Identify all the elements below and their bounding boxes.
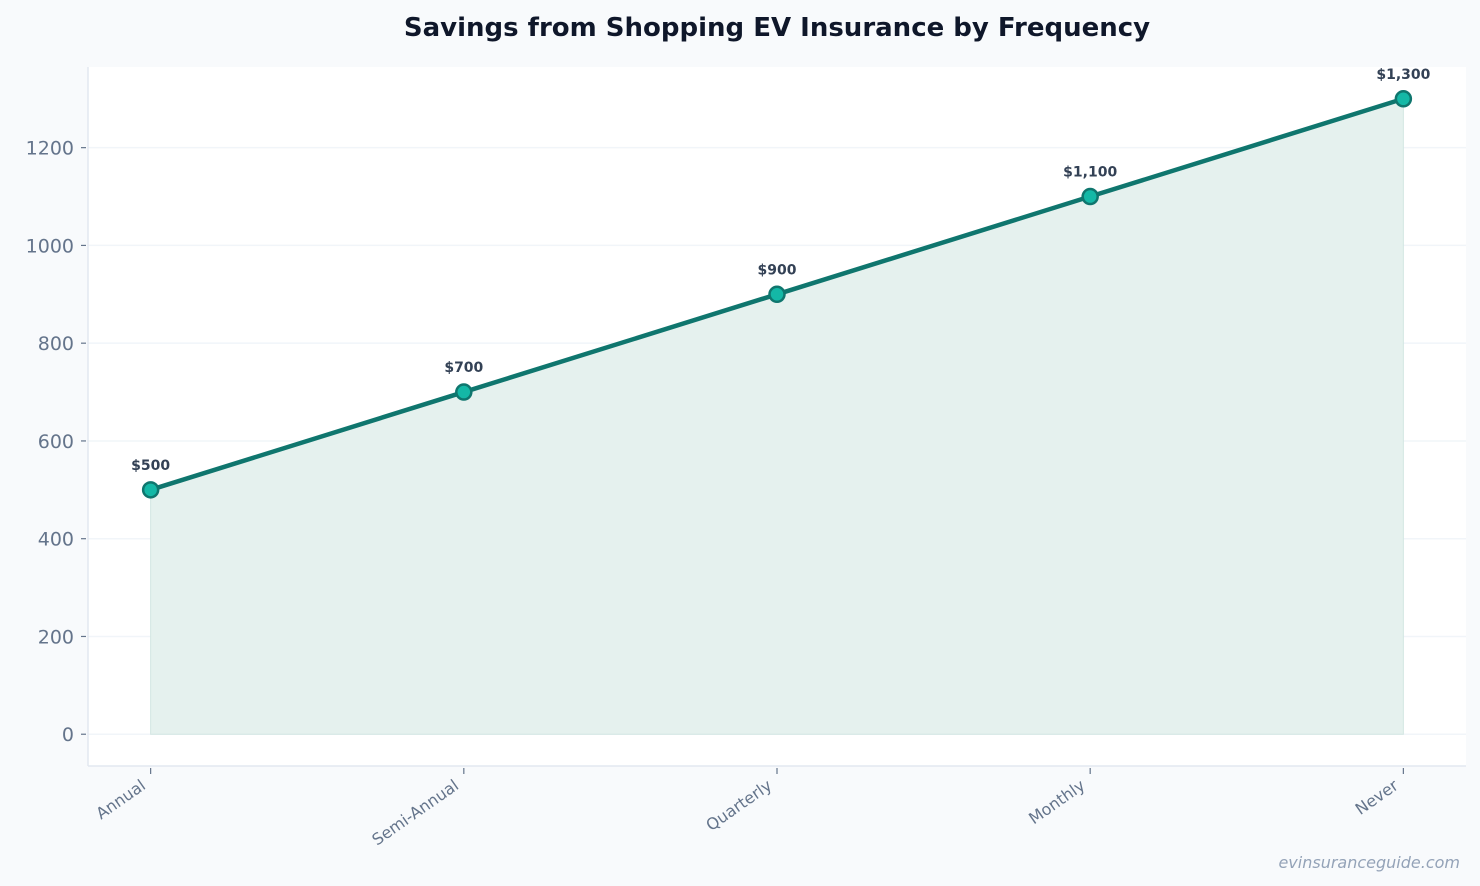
y-tick-label: 1200 [26,138,74,160]
data-point [455,383,473,401]
x-tick-label: Quarterly [702,776,775,835]
x-tick-label: Monthly [1025,776,1088,828]
data-label: $700 [444,360,483,376]
y-tick-label: 800 [38,333,74,355]
data-label: $1,100 [1063,165,1117,181]
data-label: $1,300 [1376,67,1430,83]
data-point [1394,90,1413,108]
chart-title: Savings from Shopping EV Insurance by Fr… [404,13,1150,43]
y-tick-label: 400 [38,529,74,551]
y-tick-label: 200 [38,626,74,648]
data-point [1081,187,1099,206]
x-tick-label: Annual [92,776,148,823]
data-label: $500 [131,458,170,474]
data-point [141,481,160,499]
y-tick-label: 600 [38,431,74,453]
x-tick-label: Semi-Annual [368,776,462,850]
watermark: evinsuranceguide.com [1278,853,1460,872]
data-point [768,285,786,304]
y-tick-label: 1000 [26,235,74,257]
x-tick-label: Never [1352,775,1402,818]
data-label: $900 [758,262,797,278]
y-tick-label: 0 [62,724,74,746]
